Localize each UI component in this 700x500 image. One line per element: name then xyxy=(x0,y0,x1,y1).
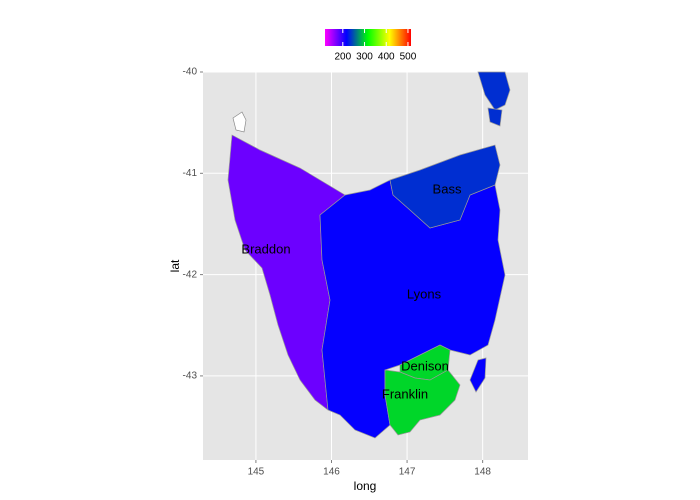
y-tick-label: -40 xyxy=(183,67,198,78)
region xyxy=(469,357,487,393)
y-tick-label: -42 xyxy=(183,269,198,280)
x-tick-label: 147 xyxy=(399,467,416,478)
island xyxy=(232,111,247,133)
y-tick-label: -41 xyxy=(183,168,198,179)
x-axis-title: long xyxy=(354,479,377,493)
legend-tick-label: 300 xyxy=(356,52,373,63)
region-label: Braddon xyxy=(241,241,290,256)
region-label: Franklin xyxy=(382,386,428,401)
colorbar xyxy=(325,29,411,46)
legend-tick-label: 200 xyxy=(334,52,351,63)
x-tick-label: 145 xyxy=(248,467,265,478)
y-tick-label: -43 xyxy=(183,371,198,382)
legend-tick-label: 400 xyxy=(378,52,395,63)
region xyxy=(384,369,461,436)
x-tick-label: 148 xyxy=(474,467,491,478)
region-label: Lyons xyxy=(407,286,442,301)
region-label: Bass xyxy=(433,181,462,196)
region-label: Denison xyxy=(401,358,449,373)
legend-tick-label: 500 xyxy=(400,52,417,63)
region xyxy=(389,144,501,229)
region xyxy=(477,71,511,111)
region xyxy=(487,107,503,127)
x-tick-label: 146 xyxy=(323,467,340,478)
y-axis-title: lat xyxy=(168,259,182,272)
